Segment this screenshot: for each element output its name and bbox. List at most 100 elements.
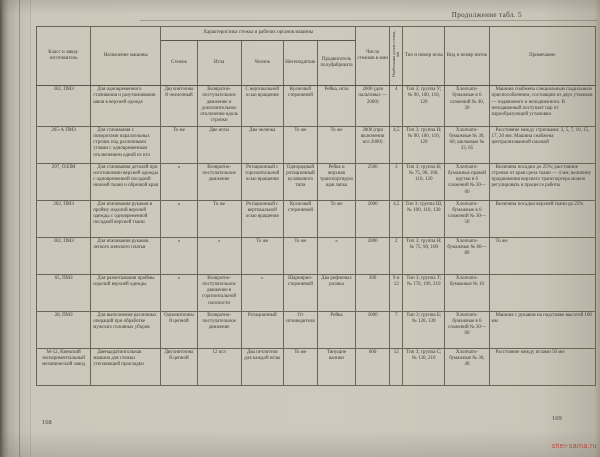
cell-needle_type: Тип 3; группа Н; № 75, 90, 100 xyxy=(402,236,446,275)
cell-feeder: » xyxy=(316,236,357,275)
header-feeder: Продвига­тель полу­фабриката xyxy=(316,40,357,86)
cell-stitch: » xyxy=(160,273,198,312)
cell-takeup: Однорядный ротационный кулачкового типа xyxy=(282,162,318,201)
header-stitch: Стежок xyxy=(160,40,198,86)
cell-speed: 2500 xyxy=(355,162,391,201)
page-edge-line xyxy=(30,0,31,457)
cell-stitch: Двухниточный челночный xyxy=(160,85,198,127)
cell-needle_type: Тип 3; группа Ш; № 100, 110, 130 xyxy=(402,199,446,238)
cell-shuttle: Ротационный xyxy=(240,310,284,349)
cell-purpose: Для втачивания рукавов в пройму изделий … xyxy=(90,199,162,238)
cell-needle_type: Тип 3; группа Н; № 90, 100, 110, 120 xyxy=(402,125,446,164)
cell-takeup: Шарнирно-стержневой xyxy=(282,273,318,312)
cell-thread: Хлопчато­бумажные № 60—80 xyxy=(444,236,490,275)
cell-note: Машина с рукавом на подставке высотой 16… xyxy=(488,310,597,349)
table-row: 302, ПМЗ Для одновременного стачивания и … xyxy=(35,85,597,127)
table-row: 28, ПМЗ Для выполнения различных операций… xyxy=(35,310,597,349)
header-stitch-length-label: Наибольшая длина стежка, мм xyxy=(391,31,401,78)
cell-class: 265-А ПМЗ xyxy=(35,125,92,164)
cell-class: 302, ПМЗ xyxy=(35,236,92,275)
header-shuttle: Челнок xyxy=(240,40,284,86)
machines-table: Класс и завод-изготовитель Назначение ма… xyxy=(35,26,597,386)
cell-needle_type: Тип 3; группа Т; № 170, 190, 210 xyxy=(402,273,446,312)
cell-stitch_length: 3 xyxy=(389,162,404,201)
cell-stitch: Двухниточный цепной xyxy=(160,347,198,386)
cell-stitch_length: 7 xyxy=(389,310,404,349)
header-purpose: Назначение машины xyxy=(90,26,162,86)
cell-takeup: То же xyxy=(282,125,318,164)
header-characteristics-span: Характеристика стежка и рабочих органов … xyxy=(160,26,357,41)
cell-stitch: » xyxy=(160,236,198,275)
cell-speed: 2000 (для пальтовых — 2000) xyxy=(355,85,391,127)
cell-feeder: Два рифленых ролика xyxy=(316,273,357,312)
header-stitch-length: Наибольшая длина стежка, мм xyxy=(389,26,404,86)
table-row: 302, ПМЗ Для втачивания рукавов легкого ж… xyxy=(35,236,597,275)
header-speed: Число стежков в мин xyxy=(355,26,391,86)
cell-feeder: Рейка, игла xyxy=(316,85,357,127)
cell-note: Величина посадки до 25%; расстояние стро… xyxy=(488,162,597,201)
cell-class: 302, ПМЗ xyxy=(35,85,92,127)
page-number-right: 169 xyxy=(552,415,562,422)
cell-needle: То же xyxy=(196,199,242,238)
cell-class: М-12, Киевский экспериментальный механич… xyxy=(35,347,92,386)
cell-note: Расстояние между иглами 50 мм xyxy=(488,347,597,386)
cell-speed: 3000 xyxy=(355,310,391,349)
table-row: 297, ОЗЛМ Для стачивания деталей при изго… xyxy=(35,162,597,201)
cell-speed: 2000 xyxy=(355,199,391,238)
table-body: 302, ПМЗ Для одновременного стачивания и … xyxy=(35,85,597,386)
cell-needle: Возвратно-поступательное движение и допо… xyxy=(196,85,242,127)
cell-stitch_length: 4,5 xyxy=(389,199,404,238)
cell-thread: Хлопчато­бумажные правой крутки в 6 слож… xyxy=(444,162,490,201)
cell-stitch: » xyxy=(160,162,198,201)
cell-needle: » xyxy=(196,236,242,275)
cell-needle: Две иглы xyxy=(196,125,242,164)
cell-stitch_length: 12 xyxy=(389,347,404,386)
cell-purpose: Для стачивания с поворотами параллельных… xyxy=(90,125,162,164)
cell-purpose: Для стачивания деталей при изготовлении … xyxy=(90,162,162,201)
cell-speed: 2000 xyxy=(355,236,391,275)
binding-crease xyxy=(19,0,20,457)
cell-purpose: Для одновременного стачивания и разутюжи… xyxy=(90,85,162,127)
cell-stitch: Однониточный цепной xyxy=(160,310,198,349)
header-note: Примечание xyxy=(488,26,597,86)
cell-needle: Возвратно-поступательное движение в гори… xyxy=(196,273,242,312)
table-continuation-caption: Продолжение табл. 5 xyxy=(451,11,522,19)
cell-purpose: Для выполнения различных операций при об… xyxy=(90,310,162,349)
cell-stitch_length: 4,5 xyxy=(389,125,404,164)
cell-takeup: От игловодителя xyxy=(282,310,318,349)
page-number-left: 168 xyxy=(42,419,52,426)
cell-feeder: Тянущие валики xyxy=(316,347,357,386)
cell-takeup: Кулисный стержневой xyxy=(282,199,318,238)
table-row: 265-А ПМЗ Для стачивания с поворотами пар… xyxy=(35,125,597,164)
table-header: Класс и завод-изготовитель Назначение ма… xyxy=(35,26,597,86)
cell-shuttle: То же xyxy=(240,236,284,275)
cell-note: Машина снабжена специальным гладильным п… xyxy=(488,85,597,127)
header-takeup: Нитепо­датчик xyxy=(282,40,318,86)
cell-shuttle: Ротационный с горизонтальной осью вращен… xyxy=(240,162,284,201)
cell-thread: Хлопчато­бумажные в 6 сложений № 40, 30 xyxy=(444,85,490,127)
cell-needle_type: Тип 3; группа В; № 75, 90, 100, 110, 120 xyxy=(402,162,446,201)
header-needle-type: Тип и номер иглы xyxy=(402,26,446,86)
watermark-text: shei-sama.ru xyxy=(551,443,597,450)
cell-class: 297, ОЗЛМ xyxy=(35,162,92,201)
cell-thread: Хлопчато­бумажные № 30, 40 xyxy=(444,347,490,386)
cell-feeder: Рейка xyxy=(316,310,357,349)
cell-shuttle: С вертикальной осью вращения xyxy=(240,85,284,127)
header-needle: Игла xyxy=(196,40,242,86)
cell-note: Величина посадки верхней ткани до 25% xyxy=(488,199,597,238)
table-row: М-12, Киевский экспериментальный механич… xyxy=(35,347,597,386)
cell-thread: Хлопчато­бумажные № 30, 60; шелковые № 3… xyxy=(444,125,490,164)
header-thread: Вид и номер ниток xyxy=(444,26,490,86)
cell-stitch: » xyxy=(160,199,198,238)
cell-feeder: То же xyxy=(316,199,357,238)
cell-takeup: Кулисный стержневой xyxy=(282,85,318,127)
cell-class: 28, ПМЗ xyxy=(35,310,92,349)
cell-needle: Возвратно-поступательное движение xyxy=(196,310,242,349)
cell-shuttle: Два петлителя для каждой иглы xyxy=(240,347,284,386)
machines-table-wrap: Класс и завод-изготовитель Назначение ма… xyxy=(35,26,597,386)
cell-feeder: То же xyxy=(316,125,357,164)
cell-speed: 3000 (при включении игл 2000) xyxy=(355,125,391,164)
cell-shuttle: Два челнока xyxy=(240,125,284,164)
cell-feeder: Рейка и верхняя транспортирующая лапка xyxy=(316,162,357,201)
